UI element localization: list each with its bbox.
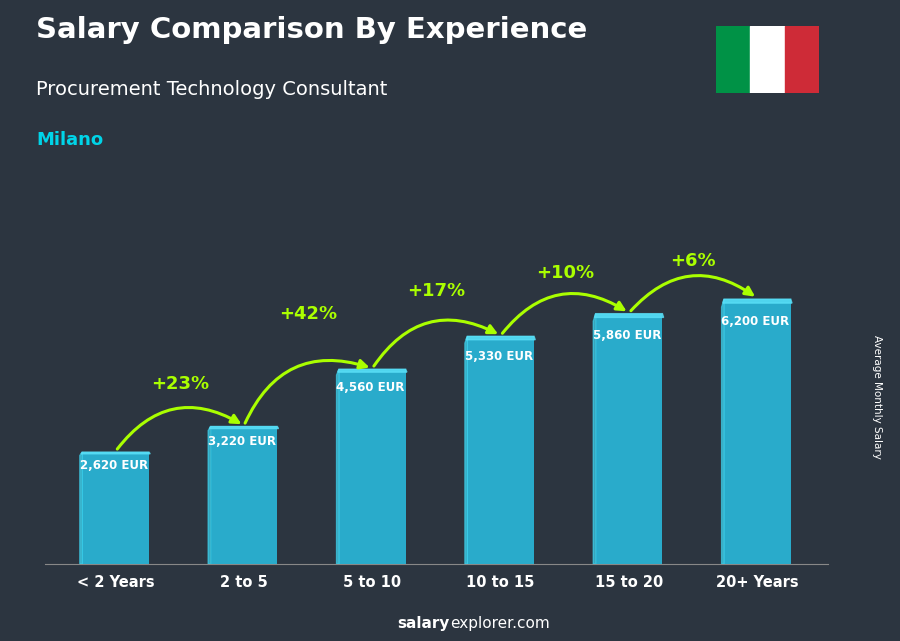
- Text: Salary Comparison By Experience: Salary Comparison By Experience: [36, 16, 587, 44]
- Polygon shape: [722, 299, 724, 564]
- Bar: [211, 426, 277, 564]
- Bar: [339, 369, 406, 564]
- Polygon shape: [593, 313, 596, 564]
- Polygon shape: [723, 299, 792, 303]
- Text: 5,330 EUR: 5,330 EUR: [464, 350, 533, 363]
- Text: 3,220 EUR: 3,220 EUR: [208, 435, 276, 447]
- Polygon shape: [595, 313, 663, 317]
- Bar: [596, 313, 662, 564]
- Polygon shape: [210, 426, 278, 429]
- Polygon shape: [465, 337, 467, 564]
- Polygon shape: [208, 426, 211, 564]
- Text: salary: salary: [398, 617, 450, 631]
- Text: Procurement Technology Consultant: Procurement Technology Consultant: [36, 80, 387, 99]
- Text: +42%: +42%: [279, 305, 338, 323]
- Polygon shape: [81, 452, 150, 454]
- Polygon shape: [466, 337, 536, 340]
- Text: 2,620 EUR: 2,620 EUR: [80, 459, 148, 472]
- Bar: [82, 452, 149, 564]
- Bar: [724, 299, 791, 564]
- Bar: [716, 26, 750, 93]
- Text: explorer.com: explorer.com: [450, 617, 550, 631]
- Text: +6%: +6%: [670, 253, 716, 271]
- Text: Average Monthly Salary: Average Monthly Salary: [872, 335, 883, 460]
- Text: +23%: +23%: [150, 375, 209, 393]
- Polygon shape: [338, 369, 407, 372]
- Bar: [785, 26, 819, 93]
- Bar: [750, 26, 785, 93]
- Polygon shape: [80, 452, 82, 564]
- Text: 4,560 EUR: 4,560 EUR: [337, 381, 405, 394]
- Text: 6,200 EUR: 6,200 EUR: [722, 315, 789, 328]
- Text: Milano: Milano: [36, 131, 104, 149]
- Text: 5,860 EUR: 5,860 EUR: [593, 329, 662, 342]
- Text: +17%: +17%: [408, 282, 465, 300]
- Polygon shape: [337, 369, 339, 564]
- Bar: [467, 337, 534, 564]
- Text: +10%: +10%: [536, 263, 594, 281]
